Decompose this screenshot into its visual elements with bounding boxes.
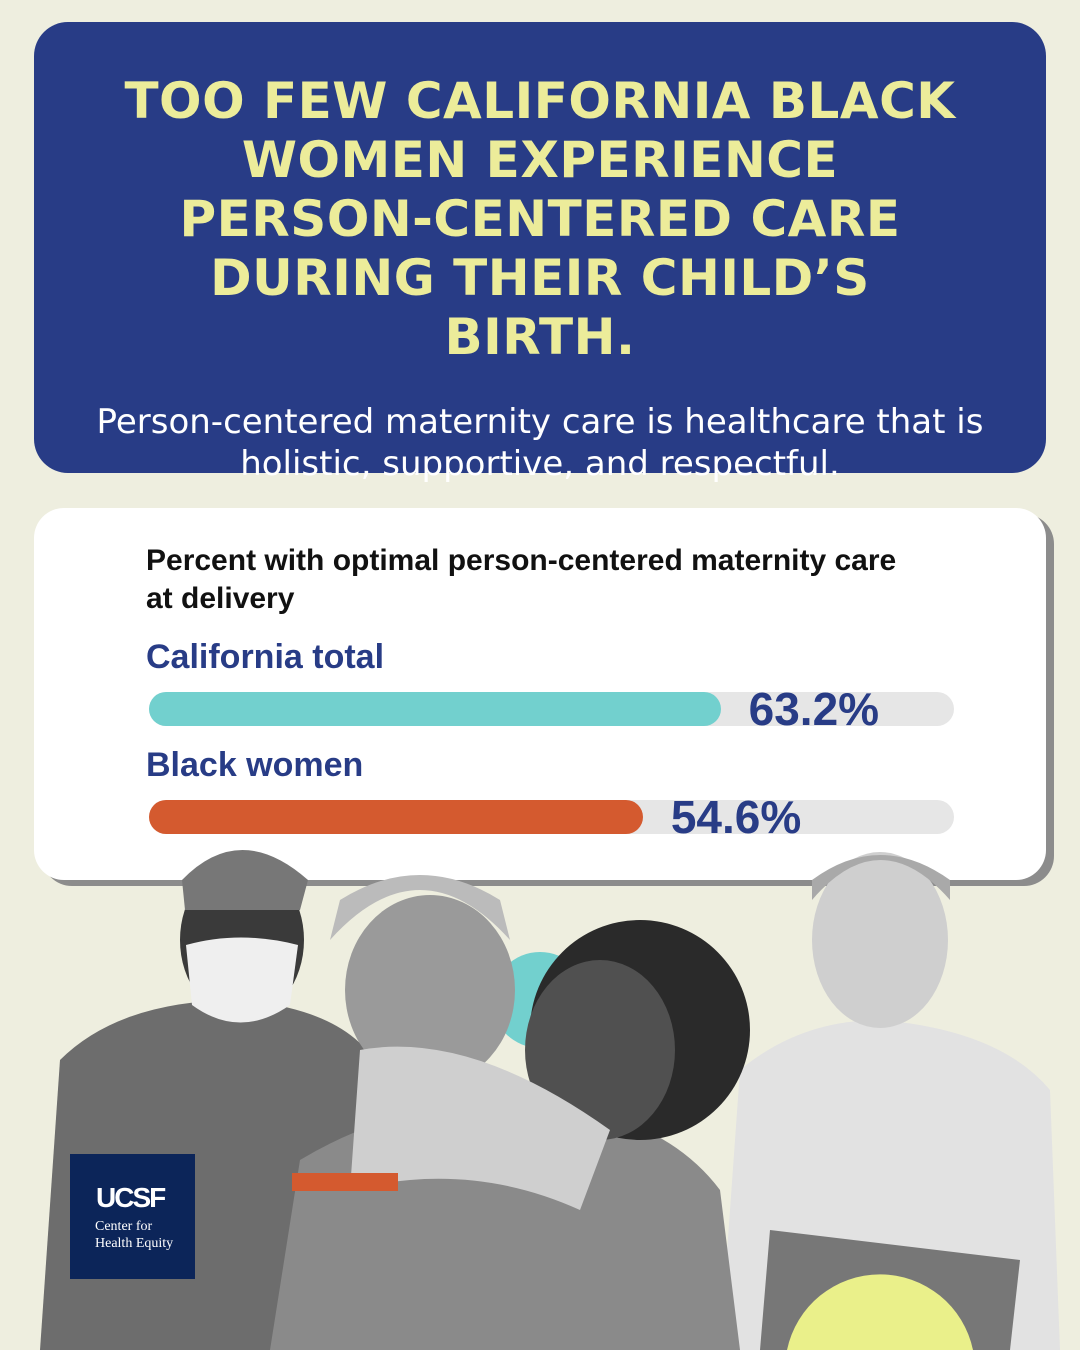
chart-card: Percent with optimal person-centered mat… (34, 508, 1046, 880)
bar-track-california: 63.2% (149, 683, 954, 735)
orange-accent-bar (292, 1173, 398, 1191)
value-label-california: 63.2% (748, 683, 880, 735)
bar-track-black-women: 54.6% (149, 791, 954, 843)
category-label-california: California total (146, 638, 385, 676)
logo-mark: UCSF (96, 1182, 166, 1213)
header-panel: TOO FEW CALIFORNIA BLACK WOMEN EXPERIENC… (34, 22, 1046, 484)
subtitle: Person-centered maternity care is health… (96, 402, 984, 484)
bar-black-women (149, 800, 643, 834)
yellow-circle (787, 1274, 973, 1350)
logo-text: Center for Health Equity (95, 1219, 174, 1251)
bar-california (149, 692, 721, 726)
ucsf-logo: UCSF Center for Health Equity (70, 1154, 195, 1279)
photo-collage (40, 850, 1060, 1350)
photo-mother-and-baby (270, 875, 750, 1350)
category-label-black-women: Black women (146, 746, 364, 784)
headline: TOO FEW CALIFORNIA BLACK WOMEN EXPERIENC… (124, 72, 956, 366)
value-label-black-women: 54.6% (670, 791, 802, 843)
chart-title: Percent with optimal person-centered mat… (146, 544, 897, 615)
